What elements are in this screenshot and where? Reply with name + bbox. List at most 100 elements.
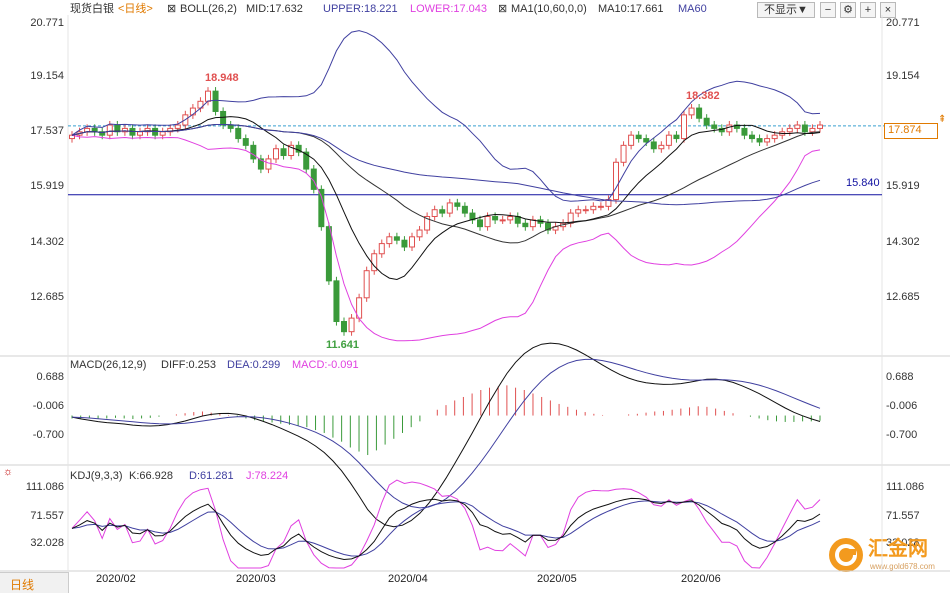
candle-body [597,205,604,208]
price-tick-left: 17.537 [30,125,64,137]
brand-logo-icon [829,538,863,572]
macd-diff-value: DIFF:0.253 [161,359,217,371]
candle-body [794,124,801,129]
kdj-k-value: K:66.928 [129,470,174,482]
boll-mid-line [71,124,821,244]
candle-body [741,127,748,136]
candle-body [205,90,211,102]
candle-body [69,134,75,140]
candle-body [378,243,385,255]
candle-body [439,209,446,214]
price-tick-right: 14.302 [886,236,920,248]
candle-body [771,134,778,140]
kdj-j-value: J:78.224 [246,470,289,482]
candle-body [273,148,279,160]
macd-tick-right: -0.700 [886,429,918,441]
brand-watermark: 汇金网 www.gold678.com [826,535,950,575]
ma10-line [71,116,821,281]
candle-body [817,124,823,129]
candle-body [295,144,302,153]
candle-body [620,144,627,163]
candle-body [582,209,589,212]
candle-body [711,124,718,129]
candle-body [106,124,113,136]
candle-body [341,321,347,333]
price-tick-left: 14.302 [30,236,64,248]
kdj-tick-right: 111.086 [886,481,925,493]
candle-body [507,215,514,221]
candle-body [159,131,166,136]
candle-body [129,127,136,136]
candle-body [764,138,771,143]
candle-body [560,222,567,228]
minimize-button[interactable]: − [820,2,836,18]
candle-body [681,114,687,140]
kdj-d-line [71,500,821,557]
candle-body [779,131,786,136]
candle-body [469,212,476,221]
candle-body [628,134,635,146]
hide-indicator-button[interactable]: 不显示▼ [757,2,815,18]
macd-tick-right: 0.688 [886,371,914,383]
price-tick-right: 12.685 [886,291,920,303]
ma-toggle-icon[interactable]: ⊠ [498,3,508,15]
candle-body [552,226,559,231]
candle-body [303,151,310,170]
boll-upper-value: UPPER:18.221 [323,3,398,15]
timeframe-tab-label: 日线 [10,578,35,592]
price-tick-right: 15.919 [886,180,920,192]
candle-body [227,124,234,129]
boll-toggle-icon[interactable]: ⊠ [167,3,177,15]
candle-body [212,90,219,112]
candle-body [356,297,363,319]
price-alert-icon[interactable]: ⇞ [938,114,947,125]
candle-body [484,215,491,228]
boll-lower-line [71,134,821,342]
candle-body [257,158,264,170]
candle-body [386,236,393,245]
candle-body [393,236,400,241]
candle-body [613,161,619,201]
close-button[interactable]: × [880,2,896,18]
candle-body [152,127,159,136]
macd-tick-left: -0.006 [32,400,64,412]
candle-body [718,127,725,133]
boll-mid-value: MID:17.632 [246,3,303,15]
candle-body [492,215,499,221]
candle-body [189,107,196,116]
price-tick-left: 19.154 [30,70,64,82]
kdj-d-value: D:61.281 [189,470,234,482]
candle-body [635,134,642,140]
candle-body [431,209,438,217]
candle-body [688,107,695,116]
candle-body [371,253,378,272]
settings-button[interactable]: ⚙ [840,2,856,18]
price-tick-left: 20.771 [30,17,64,29]
macd-dea-value: DEA:0.299 [227,359,281,371]
candle-body [174,124,181,129]
date-tick: 2020/02 [96,573,136,585]
macd-tick-right: -0.006 [886,400,918,412]
candle-body [220,110,227,126]
candle-body [416,229,423,238]
kdj-tick-left: 111.086 [25,481,64,493]
high-annotation: 18.948 [205,72,239,84]
instrument-name: 现货白银 [70,3,114,15]
boll-label: BOLL(26,2) [180,3,237,15]
kdj-settings-icon[interactable]: ☼ [3,466,14,478]
brand-name: 汇金网 [868,538,928,560]
date-tick: 2020/06 [681,573,721,585]
timeframe-tab[interactable]: 日线 [0,572,69,593]
candle-body [514,215,521,224]
candle-body [235,127,242,140]
boll-upper-line [71,30,821,202]
add-button[interactable]: + [860,2,876,18]
macd-tick-left: -0.700 [32,429,64,441]
timeframe-link[interactable]: <日线> [118,3,153,15]
candle-body [643,138,650,143]
kdj-tick-left: 71.557 [30,510,64,522]
candle-body [121,127,128,133]
candle-body [84,127,91,133]
